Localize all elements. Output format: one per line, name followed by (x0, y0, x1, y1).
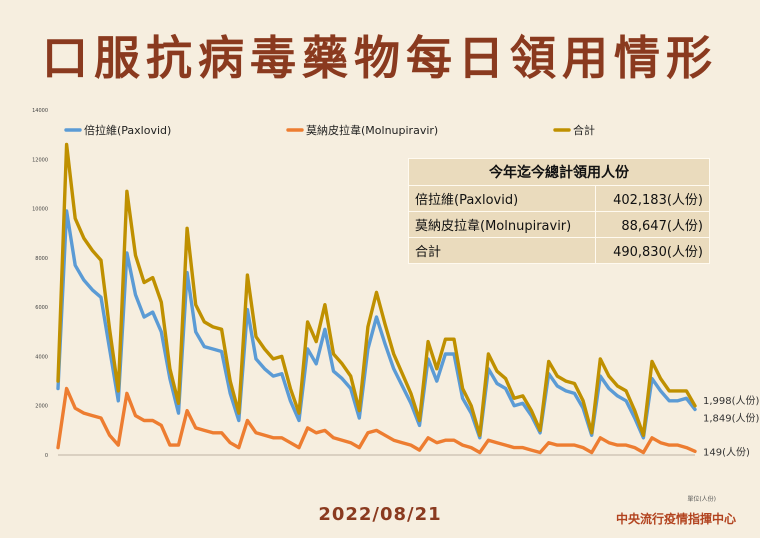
y-tick-label: 12000 (32, 157, 48, 163)
summary-label: 莫納皮拉韋(Molnupiravir) (407, 211, 597, 238)
page-title: 口服抗病毒藥物每日領用情形 (42, 31, 718, 85)
end-value-label: 149(人份) (703, 446, 750, 458)
source-label: 中央流行疫情指揮中心 (615, 512, 736, 526)
unit-note: 單位(人份) (687, 496, 716, 503)
y-tick-label: 10000 (32, 207, 48, 213)
summary-row: 倍拉維(Paxlovid) 402,183(人份) (407, 185, 710, 212)
legend-label: 倍拉維(Paxlovid) (84, 123, 171, 137)
summary-label: 合計 (407, 237, 597, 264)
y-tick-label: 8000 (35, 256, 48, 262)
summary-row: 莫納皮拉韋(Molnupiravir) 88,647(人份) (407, 211, 710, 238)
y-tick-label: 0 (45, 453, 48, 459)
summary-table: 今年迄今總計領用人份 倍拉維(Paxlovid) 402,183(人份) 莫納皮… (407, 158, 710, 264)
end-value-label: 1,998(人份) (703, 395, 760, 407)
y-tick-label: 6000 (35, 305, 48, 311)
summary-value: 402,183(人份) (595, 185, 710, 212)
legend-label: 合計 (573, 123, 595, 137)
summary-header: 今年迄今總計領用人份 (408, 158, 710, 186)
y-tick-label: 2000 (35, 404, 48, 410)
summary-value: 490,830(人份) (595, 237, 710, 264)
legend-label: 莫納皮拉韋(Molnupiravir) (306, 123, 438, 137)
summary-value: 88,647(人份) (595, 211, 710, 238)
y-tick-label: 4000 (35, 354, 48, 360)
series-line (56, 386, 697, 455)
y-tick-label: 14000 (32, 108, 48, 114)
series-line (56, 142, 697, 437)
report-date: 2022/08/21 (318, 504, 442, 525)
end-value-label: 1,849(人份) (703, 412, 760, 424)
summary-label: 倍拉維(Paxlovid) (407, 185, 597, 212)
summary-row: 合計 490,830(人份) (407, 237, 710, 264)
